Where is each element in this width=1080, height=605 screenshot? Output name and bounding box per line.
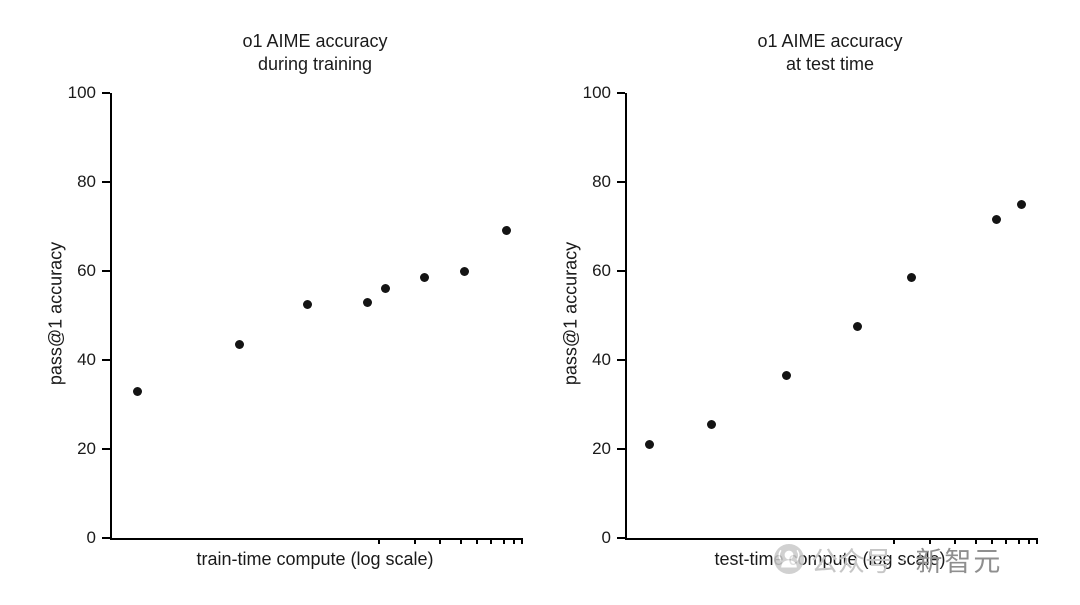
watermark-brand: 新智元: [915, 546, 1003, 577]
x-minor-tick: [1027, 538, 1030, 544]
y-tick-label: 40: [592, 350, 611, 369]
plot-area: 0 20 40 60 80 100: [583, 83, 1038, 547]
data-point: [852, 322, 862, 332]
data-point: [459, 266, 469, 276]
data-point: [380, 284, 390, 294]
chart-title: o1 AIME accuracy at test time: [625, 30, 1035, 76]
y-tick: [617, 270, 625, 272]
x-minor-tick: [502, 538, 505, 544]
x-minor-tick: [1017, 538, 1020, 544]
x-axis-label: test-time compute (log scale): [714, 549, 946, 569]
y-tick-label: 100: [67, 83, 96, 102]
plot-area: 0 20 40 60 80 100: [68, 83, 523, 547]
data-point: [907, 273, 917, 283]
data-point: [419, 273, 429, 283]
chart-title-line2: at test time: [785, 54, 875, 74]
y-tick: [102, 181, 110, 183]
data-point: [235, 339, 245, 349]
x-minor-tick: [521, 538, 523, 544]
x-minor-tick: [1036, 538, 1038, 544]
y-tick-label: 20: [592, 439, 611, 458]
watermark-separator: ·: [900, 546, 908, 571]
y-tick-label: 100: [582, 83, 611, 102]
y-tick: [617, 359, 625, 361]
x-axis-label: train-time compute (log scale): [196, 549, 434, 569]
x-minor-tick: [414, 538, 417, 544]
x-minor-tick: [459, 538, 462, 544]
x-minor-tick: [512, 538, 515, 544]
data-point: [132, 386, 142, 396]
y-tick: [102, 448, 110, 450]
y-tick: [617, 448, 625, 450]
y-tick: [102, 92, 110, 94]
x-minor-tick: [1005, 538, 1008, 544]
data-point: [707, 420, 717, 430]
data-point: [1017, 199, 1027, 209]
y-tick-label: 40: [77, 350, 96, 369]
chart-title-line1: o1 AIME accuracy: [242, 31, 388, 51]
y-tick-label: 60: [592, 261, 611, 280]
y-tick-label: 60: [77, 261, 96, 280]
data-point: [362, 297, 372, 307]
y-tick: [617, 181, 625, 183]
x-minor-tick: [377, 538, 380, 544]
y-tick: [617, 92, 625, 94]
x-minor-tick: [954, 538, 956, 544]
x-minor-tick: [439, 538, 441, 544]
watermark-prefix: 公众号: [811, 546, 892, 577]
data-point: [645, 440, 655, 450]
data-point: [782, 371, 792, 381]
data-point: [302, 299, 312, 309]
y-tick: [102, 270, 110, 272]
x-minor-tick: [490, 538, 493, 544]
data-point: [502, 226, 512, 236]
chart-title: o1 AIME accuracy during training: [110, 30, 520, 76]
y-tick: [617, 537, 625, 539]
wechat-official-account-icon: [774, 544, 804, 574]
chart-title-line1: o1 AIME accuracy: [757, 31, 903, 51]
x-minor-tick: [929, 538, 932, 544]
data-point: [992, 215, 1002, 225]
x-minor-tick: [990, 538, 993, 544]
y-tick: [102, 359, 110, 361]
watermark: 公众号 · 新智元: [774, 542, 1003, 577]
y-tick-label: 0: [86, 528, 96, 547]
y-tick: [102, 537, 110, 539]
x-minor-tick: [892, 538, 895, 544]
x-minor-tick: [974, 538, 977, 544]
y-tick-label: 80: [592, 172, 611, 191]
y-tick-label: 80: [77, 172, 96, 191]
y-tick-label: 20: [77, 439, 96, 458]
x-minor-tick: [475, 538, 478, 544]
chart-title-line2: during training: [257, 54, 373, 74]
y-tick-label: 0: [601, 528, 611, 547]
